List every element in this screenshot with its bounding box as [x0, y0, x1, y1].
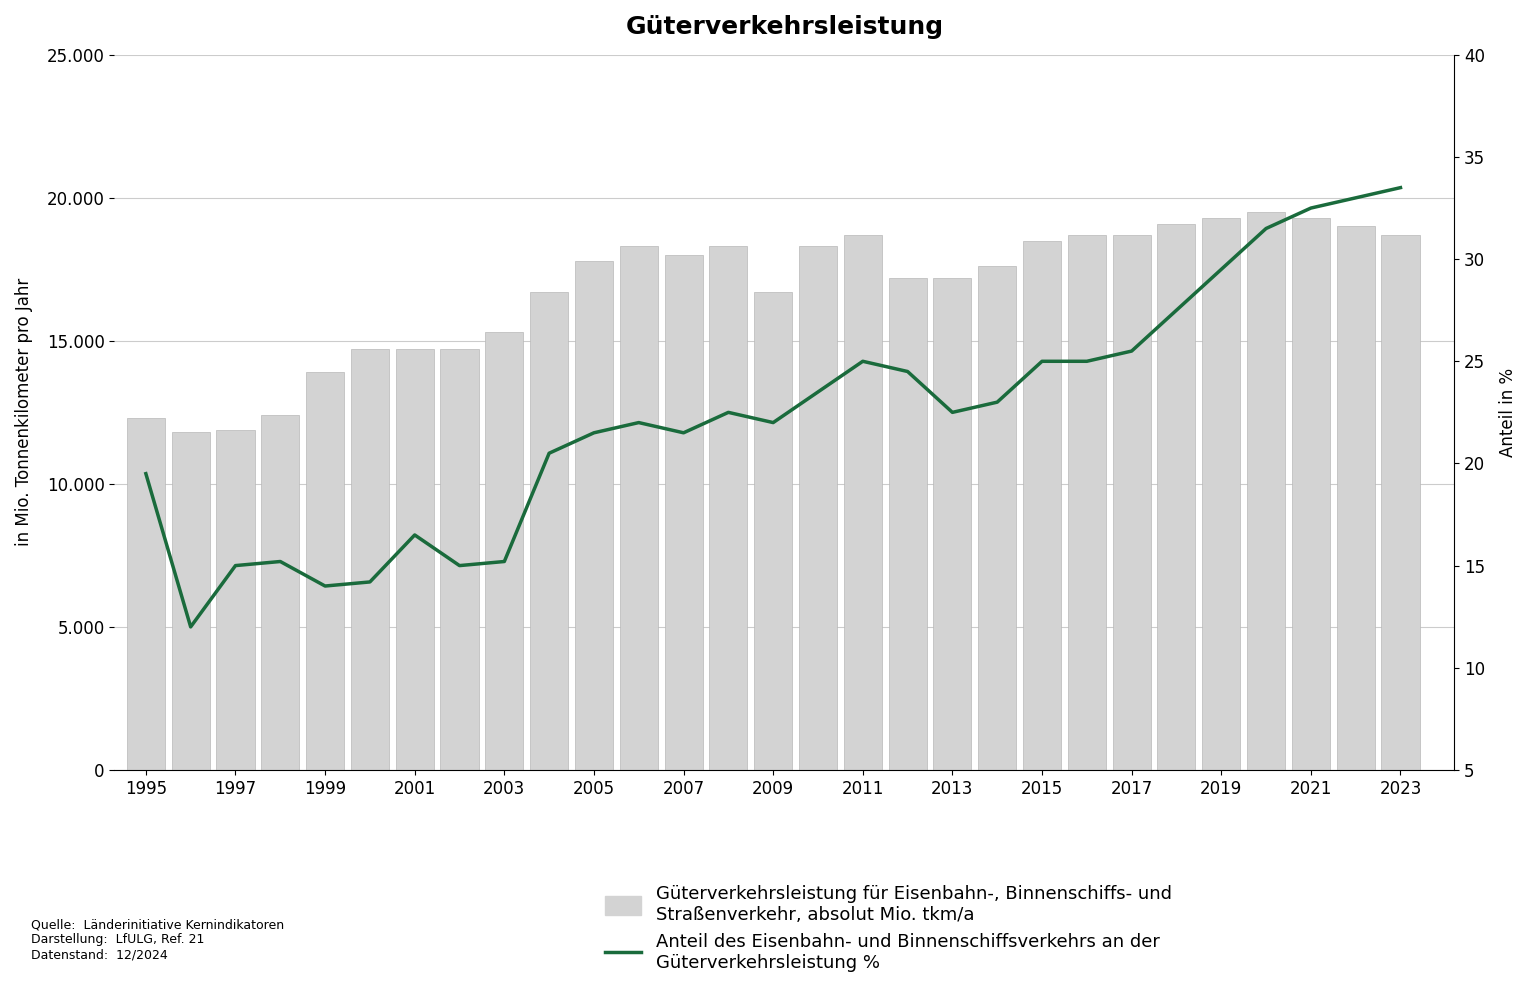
Bar: [1247, 212, 1285, 770]
Bar: [754, 292, 792, 770]
Bar: [977, 267, 1016, 770]
Bar: [306, 373, 345, 770]
Bar: [262, 415, 299, 770]
Bar: [1157, 224, 1195, 770]
Bar: [441, 350, 478, 770]
Bar: [1382, 235, 1420, 770]
Bar: [709, 247, 748, 770]
Y-axis label: in Mio. Tonnenkilometer pro Jahr: in Mio. Tonnenkilometer pro Jahr: [15, 278, 34, 546]
Bar: [1112, 235, 1151, 770]
Bar: [574, 261, 613, 770]
Bar: [216, 429, 254, 770]
Bar: [127, 418, 165, 770]
Bar: [1023, 241, 1062, 770]
Bar: [172, 432, 210, 770]
Bar: [844, 235, 882, 770]
Bar: [798, 247, 836, 770]
Title: Güterverkehrsleistung: Güterverkehrsleistung: [625, 15, 944, 39]
Bar: [933, 277, 971, 770]
Bar: [1203, 218, 1241, 770]
Bar: [351, 350, 389, 770]
Bar: [620, 247, 657, 770]
Bar: [665, 255, 703, 770]
Bar: [530, 292, 568, 770]
Bar: [889, 277, 927, 770]
Legend: Güterverkehrsleistung für Eisenbahn-, Binnenschiffs- und
Straßenverkehr, absolut: Güterverkehrsleistung für Eisenbahn-, Bi…: [605, 885, 1172, 972]
Bar: [1068, 235, 1106, 770]
Text: Quelle:  Länderinitiative Kernindikatoren
Darstellung:  LfULG, Ref. 21
Datenstan: Quelle: Länderinitiative Kernindikatoren…: [31, 919, 283, 961]
Bar: [395, 350, 434, 770]
Bar: [1336, 227, 1374, 770]
Bar: [1291, 218, 1330, 770]
Bar: [486, 332, 524, 770]
Y-axis label: Anteil in %: Anteil in %: [1498, 368, 1517, 457]
